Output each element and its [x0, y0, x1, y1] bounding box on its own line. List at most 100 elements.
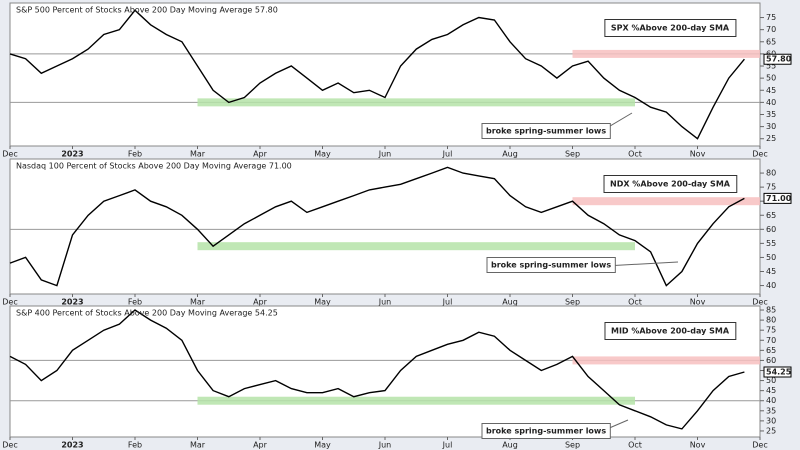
y-tick-label: 50	[766, 74, 776, 83]
y-tick-label: 35	[766, 110, 776, 119]
band	[572, 49, 760, 58]
value-label: 57.80	[766, 55, 792, 64]
x-tick-label: Aug	[502, 150, 518, 159]
x-tick-label: Jun	[378, 150, 392, 159]
y-tick-label: 50	[766, 253, 776, 262]
y-tick-label: 70	[766, 25, 776, 34]
panel-label: NDX %Above 200-day SMA	[610, 180, 731, 189]
x-tick-label: Apr	[253, 150, 268, 159]
x-tick-label: Mar	[190, 150, 206, 159]
x-tick-label: Feb	[128, 150, 142, 159]
y-tick-label: 75	[766, 326, 776, 335]
x-tick-label: Jul	[442, 298, 453, 307]
y-tick-label: 65	[766, 346, 776, 355]
x-tick-label: Mar	[190, 298, 206, 307]
band	[197, 98, 635, 107]
x-tick-label: Apr	[253, 298, 268, 307]
x-tick-label: Apr	[253, 441, 268, 450]
label-box	[603, 175, 738, 193]
y-tick-label: 35	[766, 406, 776, 415]
x-tick-label: Oct	[628, 150, 642, 159]
annotation: broke spring-summer lows	[486, 127, 606, 136]
panel-title: S&P 400 Percent of Stocks Above 200 Day …	[16, 309, 278, 318]
annotation-arrow	[604, 261, 679, 267]
panel-label: SPX %Above 200-day SMA	[611, 24, 730, 33]
y-tick-label: 45	[766, 86, 776, 95]
panel-label: MID %Above 200-day SMA	[611, 327, 730, 336]
x-tick-label: Jul	[442, 441, 453, 450]
annotation: broke spring-summer lows	[491, 261, 611, 270]
y-tick-label: 65	[766, 37, 776, 46]
series-line	[9, 166, 745, 287]
x-tick-label: Nov	[690, 441, 706, 450]
y-tick-label: 45	[766, 386, 776, 395]
y-tick-label: 75	[766, 183, 776, 192]
y-tick-label: 50	[766, 376, 776, 385]
series-line	[9, 9, 745, 140]
x-tick-label: Jun	[378, 441, 392, 450]
annotation: broke spring-summer lows	[486, 427, 606, 436]
annotation-box	[486, 257, 616, 273]
x-tick-label: May	[314, 298, 331, 307]
y-tick-label: 30	[766, 122, 776, 131]
y-tick-label: 75	[766, 13, 776, 22]
x-tick-label: Aug	[502, 441, 518, 450]
x-tick-label: 2023	[61, 298, 83, 307]
band	[197, 242, 635, 251]
x-tick-label: Sep	[565, 150, 580, 159]
x-tick-label: Jun	[378, 298, 392, 307]
label-box	[604, 19, 737, 37]
panel-title: Nasdaq 100 Percent of Stocks Above 200 D…	[16, 162, 292, 171]
x-tick-label: Jul	[442, 150, 453, 159]
x-tick-label: Dec	[2, 150, 17, 159]
x-tick-label: Aug	[502, 298, 518, 307]
y-tick-label: 30	[766, 416, 776, 425]
y-tick-label: 80	[766, 169, 776, 178]
panel-title: S&P 500 Percent of Stocks Above 200 Day …	[16, 6, 278, 15]
value-label-box	[763, 366, 792, 378]
x-tick-label: Nov	[690, 150, 706, 159]
y-tick-label: 40	[766, 396, 776, 405]
value-label: 54.25	[766, 368, 792, 377]
band	[572, 197, 760, 206]
x-tick-label: Oct	[628, 298, 642, 307]
label-box	[604, 322, 737, 340]
x-tick-label: Sep	[565, 298, 580, 307]
y-tick-label: 40	[766, 98, 776, 107]
band	[197, 396, 635, 405]
annotation-box	[481, 123, 611, 139]
y-tick-label: 40	[766, 281, 776, 290]
y-tick-label: 70	[766, 336, 776, 345]
y-tick-label: 65	[766, 211, 776, 220]
y-tick-label: 60	[766, 356, 776, 365]
band	[572, 356, 760, 365]
x-tick-label: Dec	[2, 298, 17, 307]
x-tick-label: 2023	[61, 441, 83, 450]
y-tick-label: 25	[766, 134, 776, 143]
y-tick-label: 60	[766, 225, 776, 234]
x-tick-label: Mar	[190, 441, 206, 450]
value-label: 71.00	[766, 194, 792, 203]
value-label-box	[763, 192, 792, 204]
x-tick-label: Oct	[628, 441, 642, 450]
y-tick-label: 25	[766, 426, 776, 435]
series-line	[9, 309, 745, 430]
x-tick-label: Feb	[128, 441, 142, 450]
y-tick-label: 55	[766, 239, 776, 248]
annotation-box	[481, 423, 611, 439]
x-tick-label: Sep	[565, 441, 580, 450]
x-tick-label: May	[314, 441, 331, 450]
value-label-box	[763, 53, 792, 65]
x-tick-label: Dec	[752, 441, 767, 450]
y-tick-label: 55	[766, 62, 776, 71]
x-tick-label: 2023	[61, 150, 83, 159]
y-tick-label: 80	[766, 316, 776, 325]
x-tick-label: Dec	[2, 441, 17, 450]
x-tick-label: Nov	[690, 298, 706, 307]
x-tick-label: Dec	[752, 298, 767, 307]
x-tick-label: Dec	[752, 150, 767, 159]
y-tick-label: 45	[766, 267, 776, 276]
x-tick-label: Feb	[128, 298, 142, 307]
x-tick-label: May	[314, 150, 331, 159]
